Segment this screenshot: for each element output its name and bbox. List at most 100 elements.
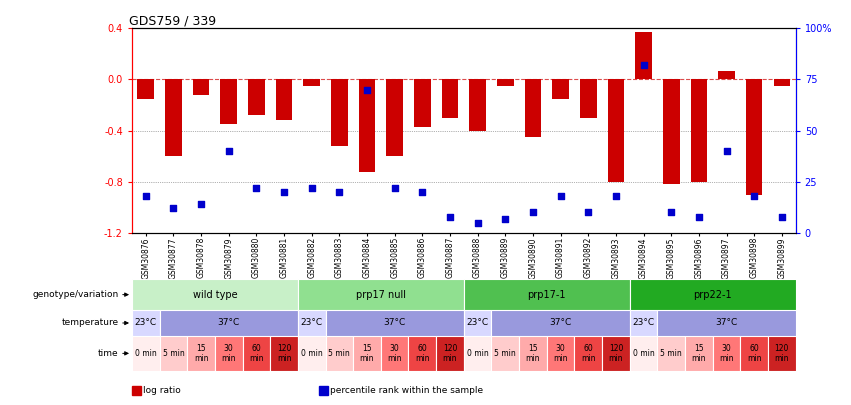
Bar — [464, 279, 630, 310]
Point — [720, 148, 734, 154]
Bar — [552, 79, 568, 99]
Bar — [519, 336, 547, 371]
Bar — [359, 79, 375, 172]
Bar — [657, 336, 685, 371]
Bar — [414, 79, 431, 127]
Bar — [326, 310, 464, 336]
Text: 23°C: 23°C — [632, 318, 654, 328]
Bar — [691, 79, 707, 182]
Bar — [774, 79, 790, 86]
Text: 37°C: 37°C — [218, 318, 240, 328]
Bar — [132, 336, 160, 371]
Bar — [298, 336, 326, 371]
Text: temperature: temperature — [61, 318, 118, 328]
Text: 5 min: 5 min — [660, 349, 683, 358]
Text: GDS759 / 339: GDS759 / 339 — [129, 14, 215, 27]
Bar — [187, 336, 214, 371]
Text: 5 min: 5 min — [163, 349, 185, 358]
Bar — [768, 336, 796, 371]
Bar — [243, 336, 271, 371]
Bar — [276, 79, 293, 120]
Bar — [298, 279, 464, 310]
Text: 30
min: 30 min — [553, 344, 568, 363]
Bar — [165, 79, 182, 156]
Point — [360, 86, 374, 93]
Text: 5 min: 5 min — [328, 349, 351, 358]
Text: 60
min: 60 min — [249, 344, 264, 363]
Bar — [160, 310, 298, 336]
Point — [388, 185, 402, 191]
Text: 23°C: 23°C — [134, 318, 157, 328]
Text: 37°C: 37°C — [384, 318, 406, 328]
Point — [415, 189, 429, 195]
Point — [443, 213, 457, 220]
Bar — [138, 79, 154, 99]
Text: 37°C: 37°C — [716, 318, 738, 328]
Point — [775, 213, 789, 220]
Point — [471, 220, 484, 226]
Text: 15
min: 15 min — [360, 344, 374, 363]
Point — [499, 215, 512, 222]
Point — [665, 209, 678, 215]
Point — [139, 193, 152, 199]
Bar — [464, 336, 492, 371]
Bar — [381, 336, 408, 371]
Point — [692, 213, 705, 220]
Bar — [492, 336, 519, 371]
Bar — [580, 79, 597, 118]
Text: 30
min: 30 min — [719, 344, 734, 363]
Point — [526, 209, 540, 215]
Text: 37°C: 37°C — [550, 318, 572, 328]
Point — [249, 185, 263, 191]
Text: 0 min: 0 min — [466, 349, 488, 358]
Bar — [524, 79, 541, 137]
Bar — [745, 79, 762, 194]
Text: 60
min: 60 min — [581, 344, 596, 363]
Bar — [192, 79, 209, 95]
Text: prp17 null: prp17 null — [356, 290, 406, 300]
Bar — [160, 336, 187, 371]
Bar — [630, 310, 657, 336]
Bar — [547, 336, 574, 371]
Text: 30
min: 30 min — [387, 344, 402, 363]
Text: genotype/variation: genotype/variation — [32, 290, 118, 299]
Text: 23°C: 23°C — [300, 318, 323, 328]
Text: prp17-1: prp17-1 — [528, 290, 566, 300]
Bar — [497, 79, 514, 86]
Text: time: time — [98, 349, 118, 358]
Text: 5 min: 5 min — [494, 349, 517, 358]
Bar — [326, 336, 353, 371]
Bar — [331, 79, 348, 146]
Bar — [608, 79, 625, 182]
Text: 60
min: 60 min — [415, 344, 430, 363]
Point — [333, 189, 346, 195]
Text: log ratio: log ratio — [143, 386, 180, 395]
Text: 23°C: 23°C — [466, 318, 488, 328]
Text: 0 min: 0 min — [632, 349, 654, 358]
Bar — [470, 79, 486, 130]
Point — [581, 209, 595, 215]
Bar — [248, 79, 265, 115]
Text: 120
min: 120 min — [277, 344, 291, 363]
Bar — [437, 336, 464, 371]
Bar — [574, 336, 603, 371]
Text: 15
min: 15 min — [194, 344, 208, 363]
Bar — [386, 79, 403, 156]
Point — [277, 189, 291, 195]
Bar — [685, 336, 713, 371]
Text: wild type: wild type — [192, 290, 237, 300]
Text: 60
min: 60 min — [747, 344, 762, 363]
Bar — [132, 310, 160, 336]
Point — [747, 193, 761, 199]
Bar — [603, 336, 630, 371]
Bar — [304, 79, 320, 86]
Bar — [271, 336, 298, 371]
Text: 15
min: 15 min — [692, 344, 706, 363]
Text: 15
min: 15 min — [526, 344, 540, 363]
Point — [167, 205, 180, 211]
Bar — [630, 336, 657, 371]
Point — [554, 193, 568, 199]
Bar — [298, 310, 326, 336]
Bar — [630, 279, 796, 310]
Bar — [132, 279, 298, 310]
